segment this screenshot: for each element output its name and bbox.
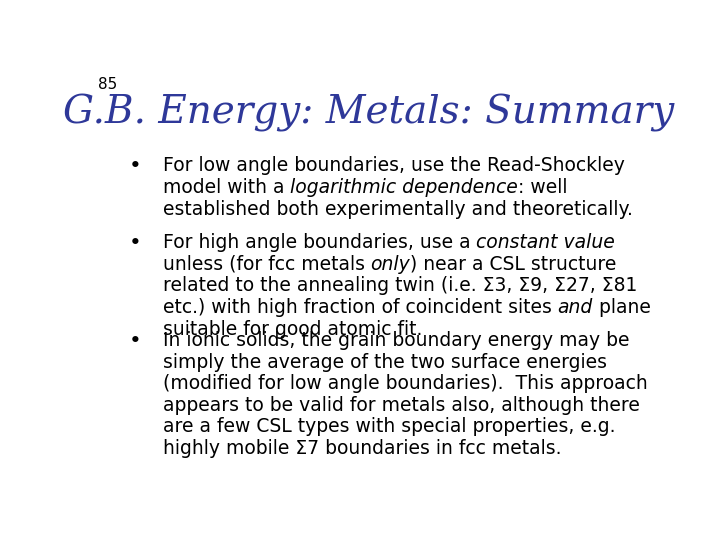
Text: logarithmic dependence: logarithmic dependence: [290, 178, 518, 197]
Text: •: •: [129, 233, 142, 253]
Text: (modified for low angle boundaries).  This approach: (modified for low angle boundaries). Thi…: [163, 374, 647, 393]
Text: In ionic solids, the grain boundary energy may be: In ionic solids, the grain boundary ener…: [163, 331, 629, 350]
Text: plane: plane: [593, 298, 651, 317]
Text: are a few CSL types with special properties, e.g.: are a few CSL types with special propert…: [163, 417, 615, 436]
Text: model with a: model with a: [163, 178, 290, 197]
Text: •: •: [129, 156, 142, 176]
Text: •: •: [129, 331, 142, 351]
Text: appears to be valid for metals also, although there: appears to be valid for metals also, alt…: [163, 396, 639, 415]
Text: G.B. Energy: Metals: Summary: G.B. Energy: Metals: Summary: [63, 94, 675, 132]
Text: and: and: [557, 298, 593, 317]
Text: only: only: [371, 255, 410, 274]
Text: etc.) with high fraction of coincident sites: etc.) with high fraction of coincident s…: [163, 298, 557, 317]
Text: suitable for good atomic fit.: suitable for good atomic fit.: [163, 320, 422, 339]
Text: unless (for fcc metals: unless (for fcc metals: [163, 255, 371, 274]
Text: For low angle boundaries, use the Read-Shockley: For low angle boundaries, use the Read-S…: [163, 156, 624, 176]
Text: 85: 85: [99, 77, 117, 92]
Text: related to the annealing twin (i.e. Σ3, Σ9, Σ27, Σ81: related to the annealing twin (i.e. Σ3, …: [163, 276, 637, 295]
Text: highly mobile Σ7 boundaries in fcc metals.: highly mobile Σ7 boundaries in fcc metal…: [163, 439, 561, 458]
Text: For high angle boundaries, use a: For high angle boundaries, use a: [163, 233, 476, 252]
Text: : well: : well: [518, 178, 567, 197]
Text: simply the average of the two surface energies: simply the average of the two surface en…: [163, 353, 606, 372]
Text: constant value: constant value: [476, 233, 615, 252]
Text: established both experimentally and theoretically.: established both experimentally and theo…: [163, 199, 632, 219]
Text: ) near a CSL structure: ) near a CSL structure: [410, 255, 616, 274]
